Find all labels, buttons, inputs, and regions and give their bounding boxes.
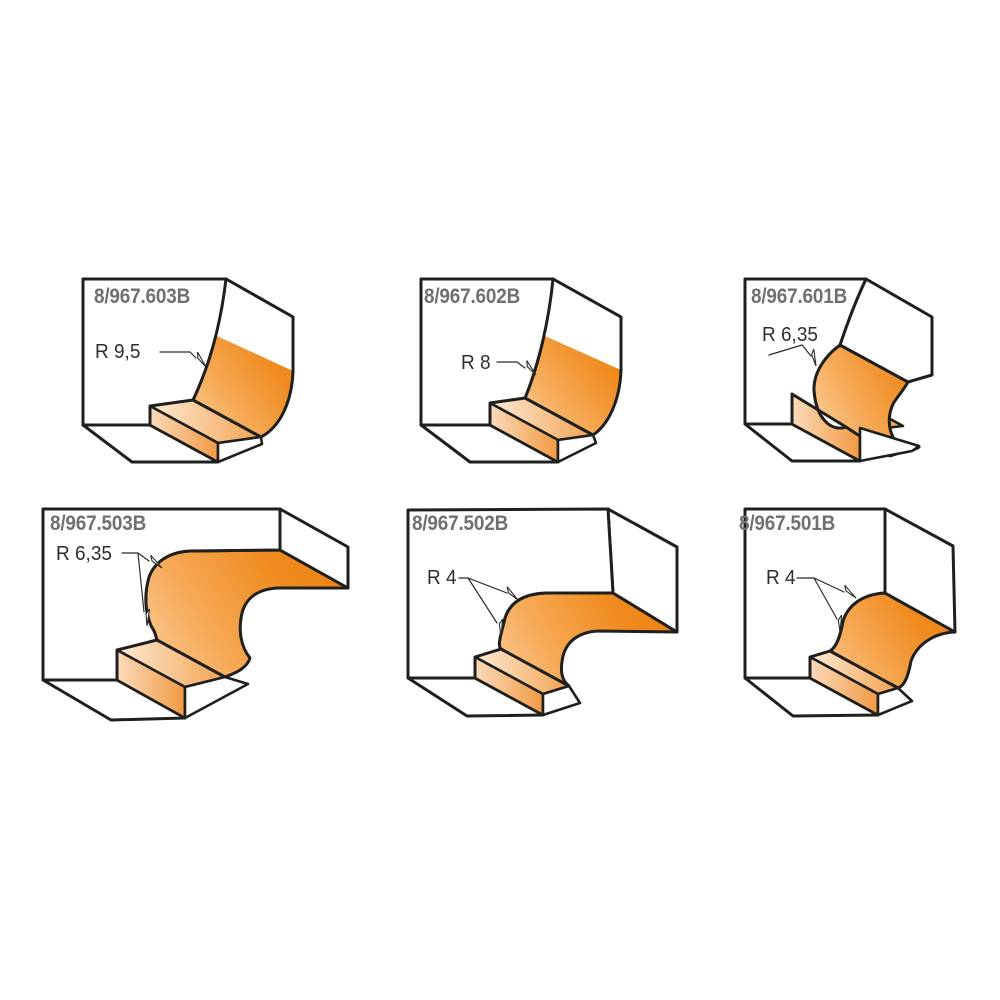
radius-label: R 8 — [461, 352, 491, 375]
arrowhead-icon — [145, 608, 151, 627]
diagram-8-967-602B: 8/967.602B R 8 — [419, 277, 623, 464]
diagram-8-967-503B: 8/967.503B R 6,35 — [41, 507, 350, 722]
part-number-label: 8/967.601B — [751, 285, 847, 308]
corner-sliver — [541, 684, 582, 717]
arrowhead-icon — [150, 554, 163, 569]
front-face — [81, 277, 228, 427]
part-number-label: 8/967.603B — [94, 285, 190, 308]
side-face — [545, 279, 621, 370]
radius-label: R 6,35 — [56, 543, 112, 566]
arrowhead-icon — [526, 360, 537, 376]
front-face — [41, 507, 282, 682]
arrowhead-icon — [197, 351, 207, 368]
front-face — [419, 277, 555, 427]
side-face — [217, 279, 293, 371]
part-number-label: 8/967.602B — [424, 285, 520, 308]
arrowhead-icon — [811, 348, 817, 367]
front-face — [743, 277, 868, 430]
leader-line — [796, 577, 845, 620]
radius-label: R 4 — [766, 567, 796, 590]
corner-sliver — [216, 435, 264, 464]
diagram-8-967-601B: 8/967.601B R 6,35 — [743, 277, 934, 463]
side-face-edge — [224, 277, 295, 373]
leader-line — [458, 577, 508, 624]
corner-sliver — [556, 433, 598, 464]
leader-line — [496, 361, 526, 369]
arrowhead-icon — [506, 586, 519, 601]
radius-label: R 4 — [427, 567, 457, 590]
part-number-label: 8/967.503B — [50, 512, 146, 535]
radius-label: R 9,5 — [95, 341, 141, 364]
leader-line — [768, 344, 812, 357]
arrowhead-icon — [837, 614, 843, 633]
corner-sliver — [858, 426, 921, 463]
diagram-8-967-501B: 8/967.501B R 4 — [739, 507, 957, 718]
arrowhead-icon — [498, 618, 504, 637]
leader-line — [121, 552, 150, 613]
diagram-8-967-502B: 8/967.502B R 4 — [406, 507, 679, 718]
arrowhead-icon — [844, 584, 857, 599]
front-face — [743, 507, 887, 680]
leader-line — [159, 351, 197, 359]
side-face-edge — [551, 277, 623, 372]
corner-sliver — [876, 686, 914, 717]
part-number-label: 8/967.501B — [739, 512, 835, 535]
corner-sliver — [183, 675, 250, 720]
diagram-8-967-603B: 8/967.603B R 9,5 — [81, 277, 295, 464]
part-number-label: 8/967.502B — [412, 512, 508, 535]
radius-label: R 6,35 — [762, 324, 818, 347]
